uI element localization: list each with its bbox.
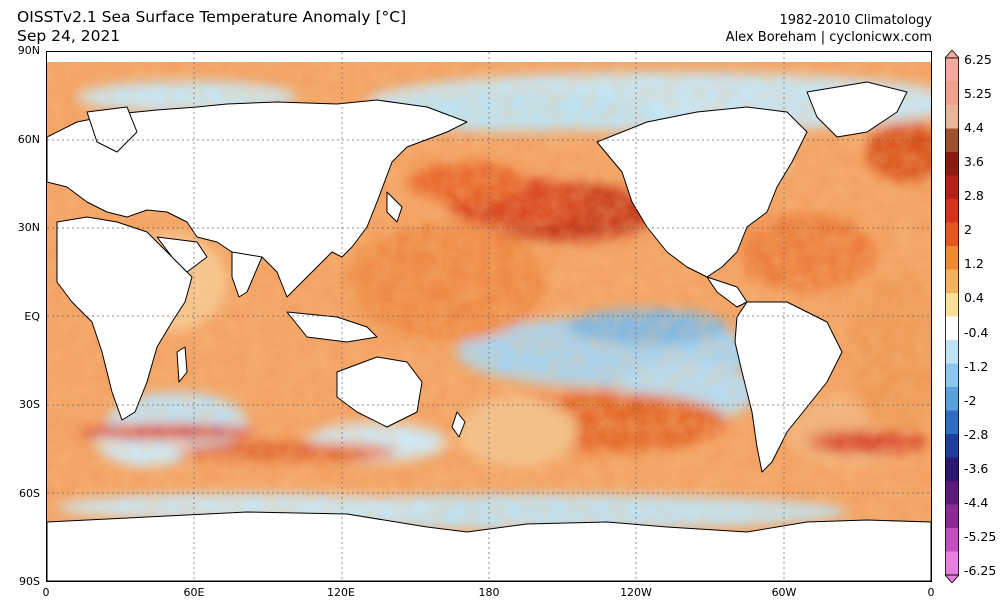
colorbar-label: 1.2 <box>964 256 984 272</box>
colorbar-swatch <box>945 481 959 505</box>
colorbar-label: 3.6 <box>964 154 984 170</box>
colorbar-frame <box>945 57 959 576</box>
lat-label-eq: EQ <box>24 310 40 323</box>
africa <box>56 216 193 421</box>
colorbar-swatch <box>945 269 959 294</box>
colorbar-swatch <box>945 222 959 247</box>
colorbar-label: -5.25 <box>964 528 997 544</box>
colorbar-swatch <box>945 152 959 176</box>
colorbar-swatch <box>945 293 959 317</box>
colorbar-label: -6.25 <box>964 563 997 578</box>
colorbar-label: 4.4 <box>964 120 984 136</box>
eurasia <box>47 99 468 298</box>
madagascar <box>176 346 188 383</box>
colorbar-swatch <box>945 457 959 482</box>
colorbar-label: -1.2 <box>964 358 989 374</box>
graticule <box>47 52 931 581</box>
colorbar-label: 2.8 <box>964 188 984 204</box>
colorbar-swatch <box>945 246 959 270</box>
map-title: OISSTv2.1 Sea Surface Temperature Anomal… <box>17 8 406 46</box>
lon-label-180: 180 <box>478 586 500 599</box>
colorbar-label: 5.25 <box>964 86 992 102</box>
colorbar-swatch <box>945 528 959 552</box>
scandinavia <box>86 106 138 153</box>
south-america <box>734 301 843 473</box>
australia <box>336 356 423 428</box>
colorbar-swatch <box>945 363 959 388</box>
colorbar-swatch <box>945 128 959 153</box>
greenland <box>806 81 908 138</box>
colorbar-swatch <box>945 387 959 411</box>
new-zealand <box>451 411 466 438</box>
colorbar-swatch <box>945 58 959 82</box>
lon-label-120w: 120W <box>620 586 652 599</box>
landmasses <box>47 81 931 581</box>
india <box>231 251 263 298</box>
colorbar-label: 2 <box>964 222 972 238</box>
north-america <box>596 106 808 278</box>
colorbar-swatch <box>945 81 959 106</box>
colorbar-bottom-arrow <box>945 574 959 583</box>
date-text: Sep 24, 2021 <box>17 27 121 45</box>
colorbar-label: -2 <box>964 392 977 408</box>
title-text: OISSTv2.1 Sea Surface Temperature Anomal… <box>17 8 407 26</box>
colorbar-label: -2.8 <box>964 426 989 442</box>
japan <box>386 191 403 223</box>
colorbar-swatch <box>945 410 959 435</box>
colorbar-label: 6.25 <box>964 52 992 67</box>
colorbar-label: -3.6 <box>964 460 989 476</box>
lon-label-60w: 60W <box>771 586 797 599</box>
colorbar-swatch <box>945 434 959 458</box>
map-credits: 1982-2010 Climatology Alex Boreham | cyc… <box>726 12 932 46</box>
arabia <box>156 236 208 273</box>
colorbar-swatch <box>945 504 959 529</box>
lon-label-60e: 60E <box>183 586 205 599</box>
lat-label-30n: 30N <box>17 221 40 234</box>
colorbar-swatch <box>945 199 959 223</box>
lat-label-60n: 60N <box>17 133 40 146</box>
lat-label-60s: 60S <box>19 487 40 500</box>
indonesia <box>286 311 378 343</box>
lat-label-30s: 30S <box>19 398 40 411</box>
credit-text: Alex Boreham | cyclonicwx.com <box>725 30 932 45</box>
colorbar-swatch <box>945 551 959 576</box>
colorbar <box>945 50 959 583</box>
sst-anomaly-map <box>46 51 932 582</box>
climatology-text: 1982-2010 Climatology <box>779 13 932 28</box>
lon-label-120e: 120E <box>327 586 355 599</box>
colorbar-swatch <box>945 175 959 200</box>
lon-label-0-end: 0 <box>927 586 935 599</box>
colorbar-swatch <box>945 316 959 341</box>
colorbar-label: -4.4 <box>964 494 989 510</box>
lat-label-90s: 90S <box>19 575 40 588</box>
colorbar-label: 0.4 <box>964 290 984 306</box>
map-canvas <box>47 52 931 581</box>
colorbar-label: -0.4 <box>964 324 989 340</box>
antarctica <box>47 511 931 581</box>
lon-label-0: 0 <box>42 586 50 599</box>
central-america <box>706 276 748 308</box>
lat-label-90n: 90N <box>17 44 40 57</box>
colorbar-top-arrow <box>945 50 959 59</box>
colorbar-swatch <box>945 105 959 129</box>
colorbar-swatch <box>945 340 959 364</box>
